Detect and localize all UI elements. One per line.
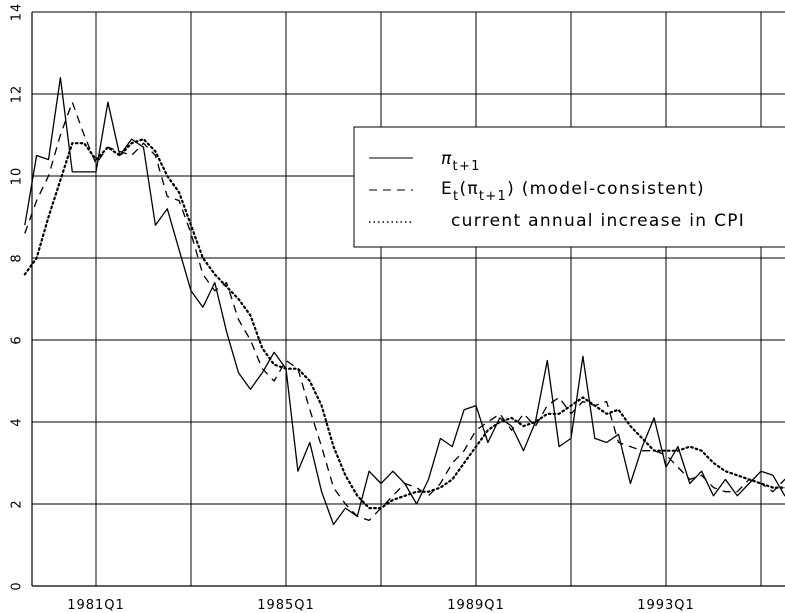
y-tick-label: 4: [10, 417, 25, 426]
grid-lines: [32, 11, 785, 587]
axis-ticks: 0 2 4 6 8 10 12 14 1981Q1 1985Q1 1989Q1 1993Q1: [10, 3, 785, 613]
legend-entry-expectation: Et(πt+1) (model-consistent): [441, 179, 705, 204]
y-tick-label: 12: [10, 85, 25, 104]
legend: πt+1 Et(πt+1) (model-consistent) current…: [353, 126, 785, 248]
y-tick-label: 0: [10, 581, 25, 590]
series-line-pi: [24, 76, 785, 526]
legend-entry-pi: πt+1: [441, 149, 481, 174]
y-tick-label: 6: [10, 335, 25, 344]
legend-entry-cpi: current annual increase in CPI: [451, 211, 745, 231]
x-tick-label: 1985Q1: [257, 598, 315, 613]
x-tick-label: 1981Q1: [67, 598, 125, 613]
series-line-cpi: [23, 138, 785, 510]
x-tick-label: 1989Q1: [447, 598, 505, 613]
y-tick-label: 2: [10, 499, 25, 508]
series-lines: [23, 76, 785, 526]
y-tick-label: 8: [10, 253, 25, 262]
x-tick-label: 1993Q1: [637, 598, 695, 613]
y-tick-label: 14: [10, 3, 25, 22]
legend-box: [353, 126, 785, 248]
y-tick-label: 10: [10, 167, 25, 186]
